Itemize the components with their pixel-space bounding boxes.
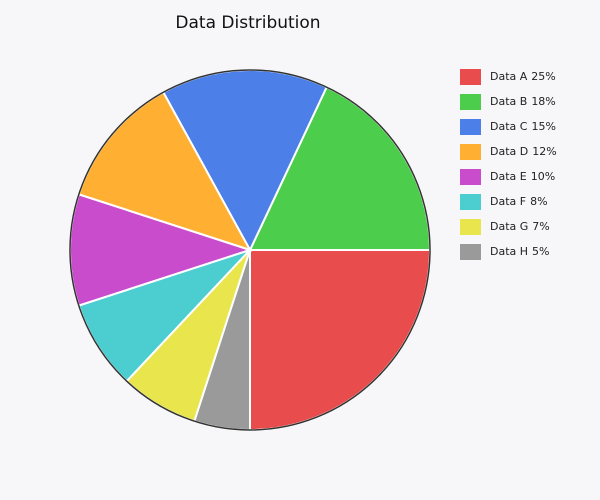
legend-name: Data H: [490, 245, 528, 258]
legend-name: Data E: [490, 170, 527, 183]
legend-swatch: [460, 69, 481, 85]
legend-label: Data G 7%: [490, 220, 550, 233]
legend-label: Data A 25%: [490, 70, 556, 83]
legend-name: Data G: [490, 220, 528, 233]
legend-label: Data E 10%: [490, 170, 555, 183]
legend-swatch: [460, 194, 481, 210]
legend-label: Data D 12%: [490, 145, 557, 158]
legend-label: Data B 18%: [490, 95, 556, 108]
legend-swatch: [460, 244, 481, 260]
legend-swatch: [460, 169, 481, 185]
legend-value: 12%: [532, 145, 556, 158]
legend-name: Data F: [490, 195, 526, 208]
legend-label: Data C 15%: [490, 120, 556, 133]
chart-title: Data Distribution: [175, 13, 320, 33]
legend-value: 15%: [531, 120, 555, 133]
legend-name: Data C: [490, 120, 528, 133]
legend-value: 25%: [531, 70, 555, 83]
pie-border: [69, 69, 431, 431]
legend-name: Data D: [490, 145, 528, 158]
legend-swatch: [460, 144, 481, 160]
legend-label: Data F 8%: [490, 195, 548, 208]
legend-value: 10%: [531, 170, 555, 183]
legend-swatch: [460, 119, 481, 135]
legend-swatch: [460, 94, 481, 110]
legend-label: Data H 5%: [490, 245, 550, 258]
legend-value: 8%: [530, 195, 547, 208]
legend-name: Data B: [490, 95, 527, 108]
legend-value: 7%: [532, 220, 549, 233]
legend-name: Data A: [490, 70, 528, 83]
legend-swatch: [460, 219, 481, 235]
legend-value: 5%: [532, 245, 549, 258]
legend-value: 18%: [531, 95, 555, 108]
